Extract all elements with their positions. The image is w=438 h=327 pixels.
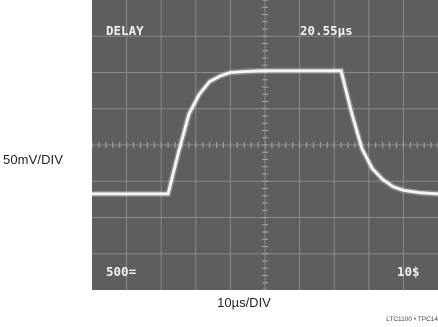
readout-bottom-right: 10$ [397,264,420,279]
figure-note: LTC1100 • TPC14 [386,316,438,323]
y-axis-label: 50mV/DIV [3,152,64,167]
signal-trace [92,69,438,196]
readout-top-right: 20.55µs [300,23,353,38]
oscilloscope-screen: DELAY 20.55µs 500= 10$ [92,0,438,290]
readout-top-left: DELAY [106,23,144,38]
x-axis-label: 10µs/DIV [217,295,271,310]
center-ticks [92,0,438,290]
readout-bottom-left: 500= [106,264,136,279]
